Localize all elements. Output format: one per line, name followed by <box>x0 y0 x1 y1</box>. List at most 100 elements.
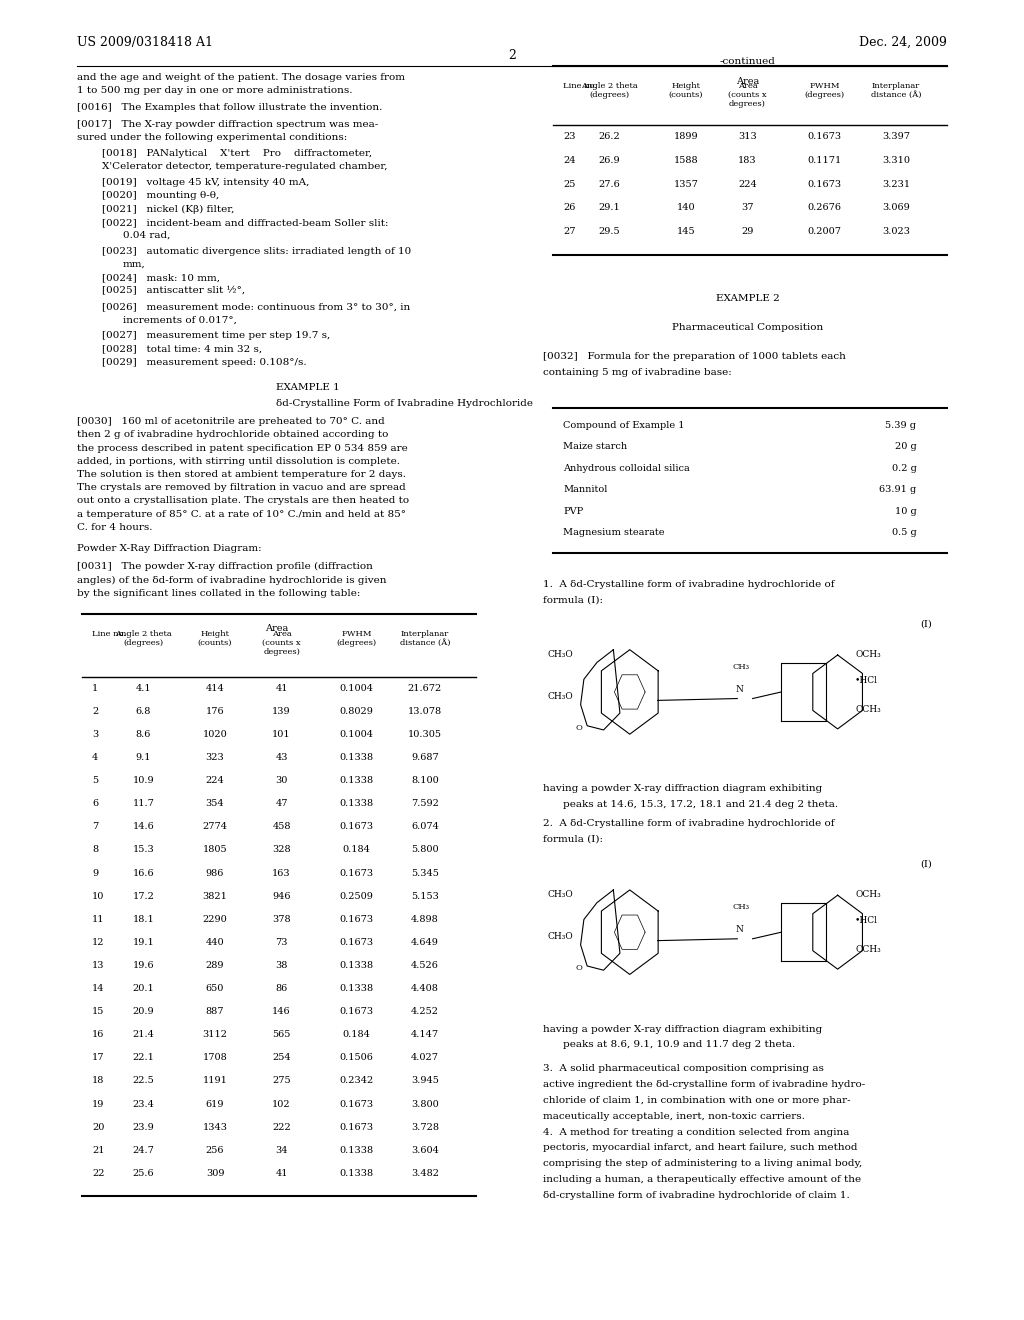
Text: •HCl: •HCl <box>855 676 878 685</box>
Text: 0.5 g: 0.5 g <box>892 528 916 537</box>
Text: 1708: 1708 <box>203 1053 227 1063</box>
Text: 140: 140 <box>677 203 695 213</box>
Text: 222: 222 <box>272 1123 291 1131</box>
Text: 176: 176 <box>206 708 224 715</box>
Text: 0.04 rad,: 0.04 rad, <box>123 231 170 240</box>
Text: 0.1004: 0.1004 <box>339 684 374 693</box>
Text: 0.1338: 0.1338 <box>339 1170 374 1177</box>
Text: [0022]   incident-beam and diffracted-beam Soller slit:: [0022] incident-beam and diffracted-beam… <box>102 218 389 227</box>
Text: 3.728: 3.728 <box>411 1123 439 1131</box>
Text: EXAMPLE 2: EXAMPLE 2 <box>716 294 779 304</box>
Text: added, in portions, with stirring until dissolution is complete.: added, in portions, with stirring until … <box>77 457 399 466</box>
Text: [0027]   measurement time per step 19.7 s,: [0027] measurement time per step 19.7 s, <box>102 331 331 341</box>
Text: 0.1338: 0.1338 <box>339 985 374 993</box>
Text: δd-crystalline form of ivabradine hydrochloride of claim 1.: δd-crystalline form of ivabradine hydroc… <box>543 1191 850 1200</box>
Text: 5.800: 5.800 <box>412 846 438 854</box>
Text: 1020: 1020 <box>203 730 227 739</box>
Text: 29.1: 29.1 <box>598 203 621 213</box>
Text: O: O <box>575 964 583 973</box>
Text: 24.7: 24.7 <box>132 1146 155 1155</box>
Text: 4.898: 4.898 <box>411 915 439 924</box>
Text: 0.1338: 0.1338 <box>339 800 374 808</box>
Text: [0026]   measurement mode: continuous from 3° to 30°, in: [0026] measurement mode: continuous from… <box>102 302 411 312</box>
Text: by the significant lines collated in the following table:: by the significant lines collated in the… <box>77 589 360 598</box>
Text: 2: 2 <box>92 708 98 715</box>
Text: δd-Crystalline Form of Ivabradine Hydrochloride: δd-Crystalline Form of Ivabradine Hydroc… <box>276 399 534 408</box>
Text: angles) of the δd-form of ivabradine hydrochloride is given: angles) of the δd-form of ivabradine hyd… <box>77 576 386 585</box>
Text: 1588: 1588 <box>674 156 698 165</box>
Text: 24: 24 <box>563 156 575 165</box>
Text: comprising the step of administering to a living animal body,: comprising the step of administering to … <box>543 1159 862 1168</box>
Text: [0030]   160 ml of acetonitrile are preheated to 70° C. and: [0030] 160 ml of acetonitrile are prehea… <box>77 417 385 426</box>
Text: 3.397: 3.397 <box>882 132 910 141</box>
Text: including a human, a therapeutically effective amount of the: including a human, a therapeutically eff… <box>543 1175 861 1184</box>
Text: [0028]   total time: 4 min 32 s,: [0028] total time: 4 min 32 s, <box>102 345 262 354</box>
Text: CH₃: CH₃ <box>732 903 750 911</box>
Text: 565: 565 <box>272 1031 291 1039</box>
Text: 37: 37 <box>741 203 754 213</box>
Text: 6: 6 <box>92 800 98 808</box>
Text: 3.800: 3.800 <box>411 1100 439 1109</box>
Text: [0017]   The X-ray powder diffraction spectrum was mea-: [0017] The X-ray powder diffraction spec… <box>77 120 378 129</box>
Text: [0018]   PANalytical    X'tert    Pro    diffractometer,: [0018] PANalytical X'tert Pro diffractom… <box>102 149 373 158</box>
Text: 3.069: 3.069 <box>882 203 910 213</box>
Text: 20: 20 <box>92 1123 104 1131</box>
Text: 41: 41 <box>275 1170 288 1177</box>
Text: O: O <box>575 723 583 733</box>
Text: 16.6: 16.6 <box>132 869 155 878</box>
Text: maceutically acceptable, inert, non-toxic carriers.: maceutically acceptable, inert, non-toxi… <box>543 1111 805 1121</box>
Text: 8.6: 8.6 <box>135 730 152 739</box>
Text: 3.231: 3.231 <box>882 180 910 189</box>
Text: 946: 946 <box>272 892 291 900</box>
Text: PVP: PVP <box>563 507 584 516</box>
Text: [0031]   The powder X-ray diffraction profile (diffraction: [0031] The powder X-ray diffraction prof… <box>77 562 373 572</box>
Text: having a powder X-ray diffraction diagram exhibiting: having a powder X-ray diffraction diagra… <box>543 1024 822 1034</box>
Text: Area
(counts x
degrees): Area (counts x degrees) <box>728 82 767 108</box>
Text: Maize starch: Maize starch <box>563 442 628 451</box>
Text: 0.1338: 0.1338 <box>339 776 374 785</box>
Text: 2290: 2290 <box>203 915 227 924</box>
Text: 0.8029: 0.8029 <box>339 708 374 715</box>
Text: CH₃: CH₃ <box>732 663 750 671</box>
Text: 13: 13 <box>92 961 104 970</box>
Text: CH₃O: CH₃O <box>548 649 573 659</box>
Text: Area: Area <box>736 77 759 86</box>
Text: FWHM
(degrees): FWHM (degrees) <box>804 82 845 99</box>
Text: 20.1: 20.1 <box>132 985 155 993</box>
Text: Anhydrous colloidal silica: Anhydrous colloidal silica <box>563 463 690 473</box>
Text: 86: 86 <box>275 985 288 993</box>
Text: [0020]   mounting θ-θ,: [0020] mounting θ-θ, <box>102 191 220 201</box>
Text: -continued: -continued <box>720 57 775 66</box>
Text: 146: 146 <box>272 1007 291 1016</box>
Text: 30: 30 <box>275 776 288 785</box>
Text: 458: 458 <box>272 822 291 832</box>
Text: 3.310: 3.310 <box>882 156 910 165</box>
Text: 4.408: 4.408 <box>411 985 439 993</box>
Text: 887: 887 <box>206 1007 224 1016</box>
Text: OCH₃: OCH₃ <box>855 890 881 899</box>
Text: 22.5: 22.5 <box>132 1077 155 1085</box>
Text: [0016]   The Examples that follow illustrate the invention.: [0016] The Examples that follow illustra… <box>77 103 382 112</box>
Text: 22: 22 <box>92 1170 104 1177</box>
Text: 26.2: 26.2 <box>598 132 621 141</box>
Text: US 2009/0318418 A1: US 2009/0318418 A1 <box>77 36 213 49</box>
Text: 20 g: 20 g <box>895 442 916 451</box>
Text: 17.2: 17.2 <box>132 892 155 900</box>
Text: 3112: 3112 <box>203 1031 227 1039</box>
Text: 0.1338: 0.1338 <box>339 961 374 970</box>
Text: Dec. 24, 2009: Dec. 24, 2009 <box>859 36 947 49</box>
Text: 9.687: 9.687 <box>411 752 439 762</box>
Text: CH₃O: CH₃O <box>548 890 573 899</box>
Text: 440: 440 <box>206 939 224 946</box>
Text: 41: 41 <box>275 684 288 693</box>
Text: 414: 414 <box>206 684 224 693</box>
Text: 0.2509: 0.2509 <box>339 892 374 900</box>
Text: 8: 8 <box>92 846 98 854</box>
Text: 27.6: 27.6 <box>598 180 621 189</box>
Text: 102: 102 <box>272 1100 291 1109</box>
Text: 13.078: 13.078 <box>408 708 442 715</box>
Text: 139: 139 <box>272 708 291 715</box>
Text: 9: 9 <box>92 869 98 878</box>
Text: 309: 309 <box>206 1170 224 1177</box>
Text: 43: 43 <box>275 752 288 762</box>
